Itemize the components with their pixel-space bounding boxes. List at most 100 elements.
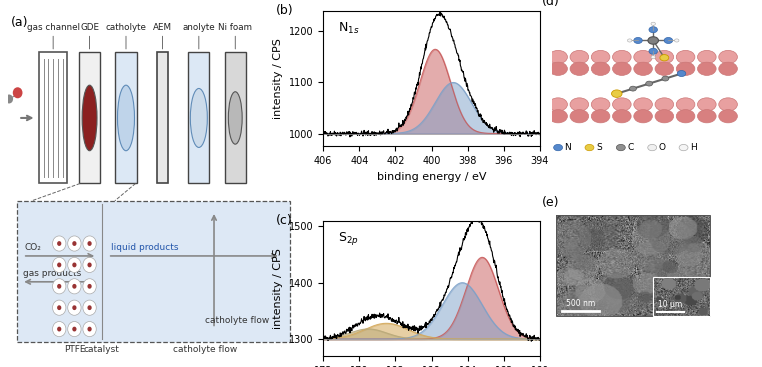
Circle shape xyxy=(88,262,91,267)
Circle shape xyxy=(676,50,695,63)
Circle shape xyxy=(655,110,674,123)
Text: (a): (a) xyxy=(11,16,28,29)
Circle shape xyxy=(662,76,669,81)
Text: Ni foam: Ni foam xyxy=(218,23,252,32)
Polygon shape xyxy=(157,52,168,184)
Circle shape xyxy=(655,50,674,63)
Circle shape xyxy=(72,262,76,267)
Circle shape xyxy=(616,144,626,151)
Circle shape xyxy=(719,98,738,111)
Circle shape xyxy=(549,62,568,75)
Circle shape xyxy=(660,55,669,61)
Circle shape xyxy=(88,241,91,246)
Text: catholyte flow: catholyte flow xyxy=(173,345,237,354)
Circle shape xyxy=(719,110,738,123)
Circle shape xyxy=(88,305,91,310)
Circle shape xyxy=(53,257,66,273)
Ellipse shape xyxy=(82,85,97,151)
Circle shape xyxy=(655,62,674,75)
Text: catholyte: catholyte xyxy=(106,23,146,32)
Circle shape xyxy=(83,321,96,337)
Circle shape xyxy=(629,86,636,91)
Text: H: H xyxy=(690,143,696,152)
Polygon shape xyxy=(115,52,136,184)
Circle shape xyxy=(549,98,568,111)
Circle shape xyxy=(645,81,652,86)
Circle shape xyxy=(613,98,631,111)
Circle shape xyxy=(88,327,91,331)
Circle shape xyxy=(627,39,632,42)
Circle shape xyxy=(719,50,738,63)
Text: GDE: GDE xyxy=(80,23,99,32)
Text: PTFE: PTFE xyxy=(64,345,85,354)
Circle shape xyxy=(68,236,81,251)
Text: anolyte: anolyte xyxy=(183,23,215,32)
Circle shape xyxy=(83,300,96,315)
Circle shape xyxy=(634,110,652,123)
Circle shape xyxy=(57,262,62,267)
Text: gas products: gas products xyxy=(23,269,81,278)
Circle shape xyxy=(613,110,631,123)
Text: liquid products: liquid products xyxy=(110,243,178,252)
Circle shape xyxy=(585,144,594,151)
Circle shape xyxy=(649,27,658,33)
Circle shape xyxy=(72,305,76,310)
Text: catholyte flow: catholyte flow xyxy=(205,316,269,325)
Circle shape xyxy=(53,300,66,315)
Polygon shape xyxy=(188,52,210,184)
Ellipse shape xyxy=(190,88,207,148)
Circle shape xyxy=(697,62,716,75)
Circle shape xyxy=(88,284,91,289)
Circle shape xyxy=(83,236,96,251)
Circle shape xyxy=(676,110,695,123)
Y-axis label: intensity / CPS: intensity / CPS xyxy=(274,248,283,329)
Circle shape xyxy=(613,62,631,75)
Circle shape xyxy=(664,37,673,44)
Circle shape xyxy=(634,98,652,111)
Text: N$_{1s}$: N$_{1s}$ xyxy=(338,21,360,36)
Circle shape xyxy=(613,50,631,63)
Circle shape xyxy=(648,37,658,44)
Circle shape xyxy=(549,110,568,123)
Text: (e): (e) xyxy=(542,196,559,209)
Circle shape xyxy=(674,39,679,42)
Circle shape xyxy=(57,305,62,310)
Circle shape xyxy=(570,62,589,75)
Circle shape xyxy=(72,284,76,289)
Circle shape xyxy=(53,236,66,251)
Circle shape xyxy=(634,37,642,44)
Circle shape xyxy=(57,241,62,246)
Text: S$_{2p}$: S$_{2p}$ xyxy=(338,230,359,247)
Circle shape xyxy=(634,50,652,63)
Circle shape xyxy=(591,50,610,63)
Circle shape xyxy=(554,144,562,151)
X-axis label: binding energy / eV: binding energy / eV xyxy=(377,172,486,182)
Circle shape xyxy=(676,98,695,111)
Circle shape xyxy=(5,94,13,103)
Text: N: N xyxy=(565,143,572,152)
Circle shape xyxy=(570,110,589,123)
Text: gas channel: gas channel xyxy=(27,23,80,32)
Circle shape xyxy=(68,321,81,337)
Circle shape xyxy=(72,241,76,246)
Circle shape xyxy=(53,321,66,337)
Text: C: C xyxy=(627,143,633,152)
Text: (b): (b) xyxy=(276,4,293,17)
Ellipse shape xyxy=(117,85,134,151)
Circle shape xyxy=(612,90,622,97)
Circle shape xyxy=(591,110,610,123)
Circle shape xyxy=(570,50,589,63)
Circle shape xyxy=(719,62,738,75)
Circle shape xyxy=(655,98,674,111)
Polygon shape xyxy=(79,52,100,184)
Circle shape xyxy=(648,144,657,151)
Circle shape xyxy=(68,300,81,315)
Circle shape xyxy=(679,144,688,151)
Text: CO₂: CO₂ xyxy=(24,243,41,252)
Circle shape xyxy=(549,50,568,63)
Text: 500 nm: 500 nm xyxy=(565,299,595,308)
Text: catalyst: catalyst xyxy=(84,345,120,354)
Circle shape xyxy=(591,62,610,75)
Circle shape xyxy=(57,284,62,289)
Text: O: O xyxy=(658,143,666,152)
